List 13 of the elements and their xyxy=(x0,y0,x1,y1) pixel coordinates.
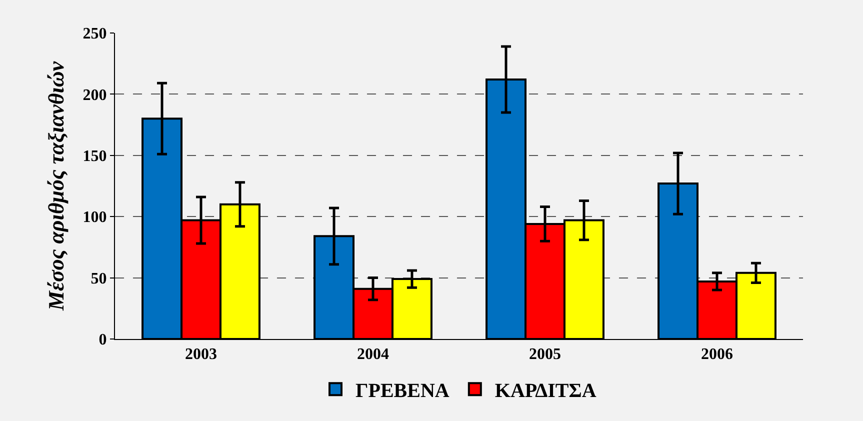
legend-label: ΓΡΕΒΕΝΑ xyxy=(356,380,450,402)
y-axis-title: Μέσος αριθμός ταξιανθιών xyxy=(44,61,69,312)
x-tick-label: 2006 xyxy=(701,346,733,364)
y-tick-label: 100 xyxy=(82,209,107,226)
y-tick-label: 200 xyxy=(82,86,107,104)
x-tick-label: 2003 xyxy=(185,346,217,364)
x-tick-label: 2004 xyxy=(357,346,389,364)
y-tick-label: 0 xyxy=(98,332,107,349)
legend-label: ΚΑΡΔΙΤΣΑ xyxy=(494,380,597,402)
y-tick-label: 50 xyxy=(90,270,107,288)
y-tick-label: 250 xyxy=(82,26,107,43)
x-tick-label: 2005 xyxy=(529,346,561,364)
y-tick-label: 150 xyxy=(82,148,107,165)
